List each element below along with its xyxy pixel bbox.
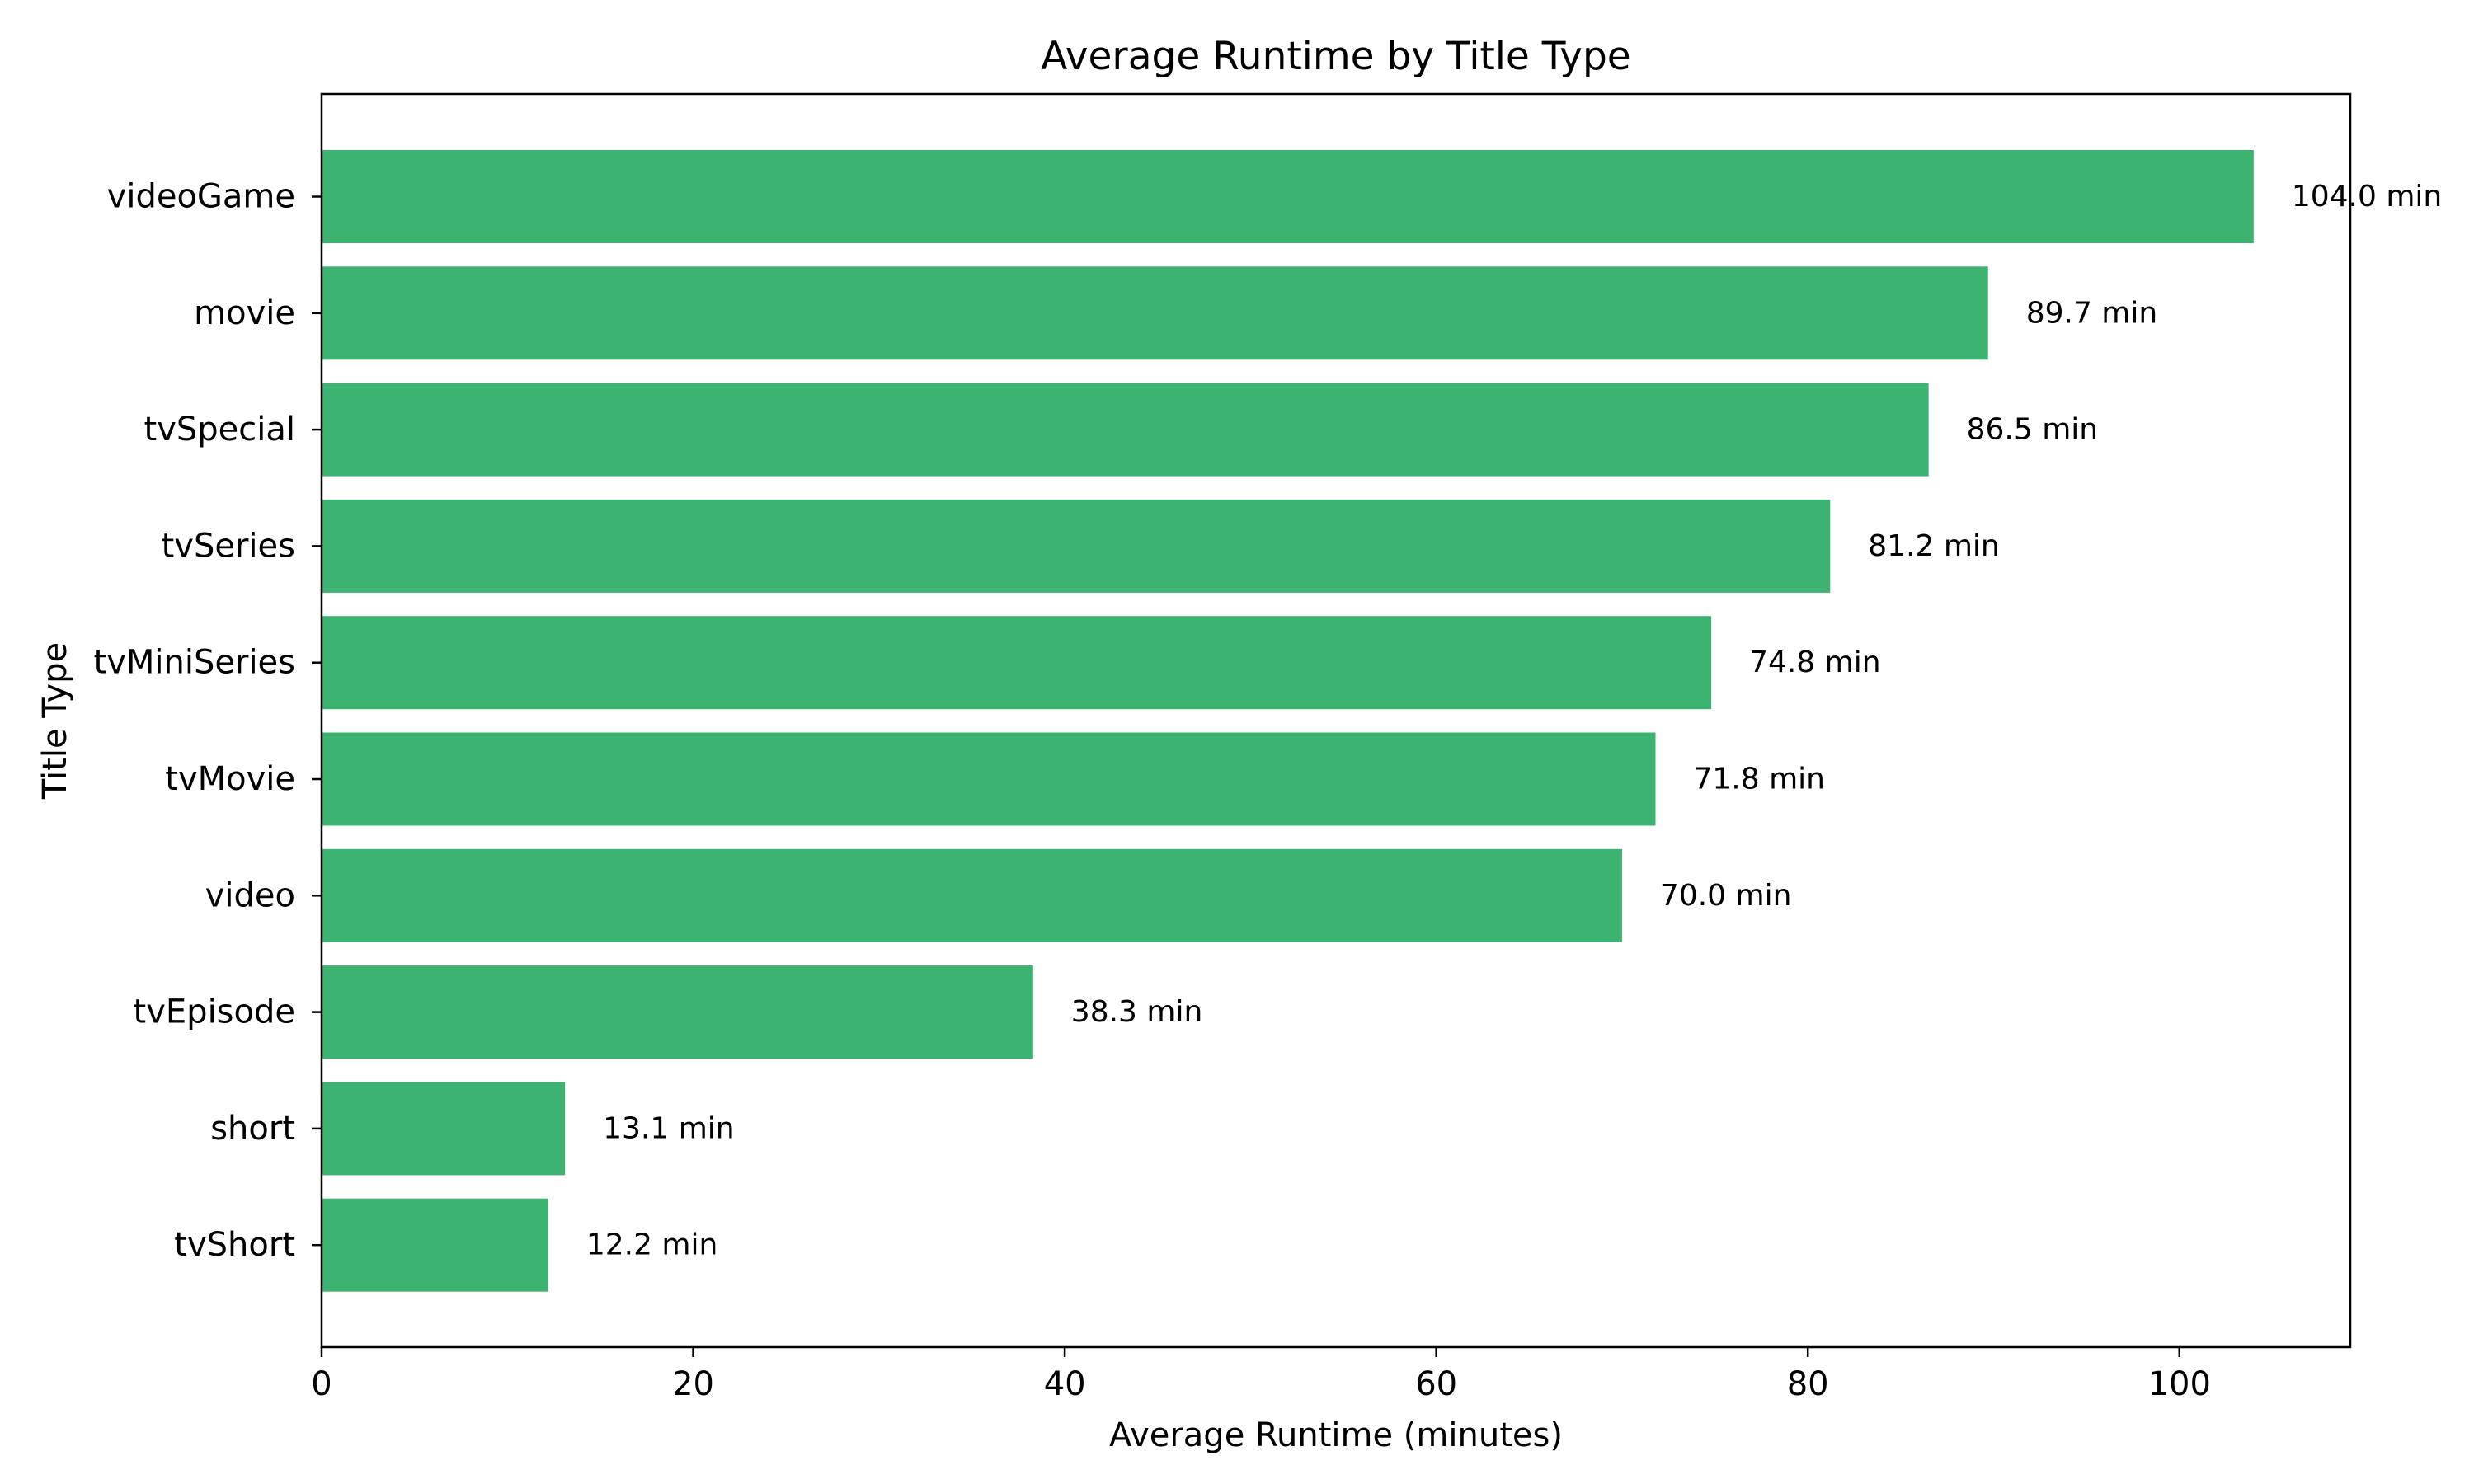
x-tick-label: 60 [1415, 1365, 1457, 1403]
data-label-movie: 89.7 min [2026, 296, 2158, 330]
y-axis-ticks: videoGame movie tvSpecial tvSeries tvMiniSer… [94, 178, 322, 1264]
bars [322, 150, 2254, 1292]
x-axis-label: Average Runtime (minutes) [1109, 1416, 1563, 1454]
y-axis-label: Title Type [36, 642, 74, 800]
bar-video [322, 848, 1622, 942]
x-axis-ticks: 0 20 40 60 80 100 [311, 1347, 2211, 1403]
bar-videoGame [322, 150, 2254, 243]
bar-tvEpisode [322, 965, 1033, 1059]
data-label-video: 70.0 min [1660, 879, 1792, 913]
y-tick-label-video: video [205, 876, 295, 914]
y-tick-label-movie: movie [194, 294, 295, 332]
y-tick-label-tvEpisode: tvEpisode [134, 993, 295, 1031]
bar-short [322, 1082, 566, 1176]
data-label-tvSpecial: 86.5 min [1967, 413, 2099, 447]
y-tick-label-tvSpecial: tvSpecial [144, 411, 295, 448]
y-tick-label-tvSeries: tvSeries [162, 527, 295, 565]
x-tick-label: 100 [2148, 1365, 2211, 1403]
y-tick-label-tvMiniSeries: tvMiniSeries [94, 644, 295, 682]
chart-title: Average Runtime by Title Type [1041, 34, 1630, 79]
data-labels: 104.0 min 89.7 min 86.5 min 81.2 min 74.8 mi… [586, 180, 2442, 1262]
data-label-short: 13.1 min [603, 1111, 735, 1145]
plot-frame [320, 92, 2352, 1349]
data-label-tvShort: 12.2 min [586, 1228, 718, 1262]
bar-tvSeries [322, 499, 1831, 593]
data-label-tvEpisode: 38.3 min [1071, 995, 1203, 1029]
y-tick-label-short: short [210, 1110, 295, 1148]
y-tick-label-tvMovie: tvMovie [165, 760, 295, 798]
y-tick-label-tvShort: tvShort [174, 1226, 295, 1264]
data-label-tvMovie: 71.8 min [1693, 763, 1825, 796]
bar-tvMovie [322, 732, 1656, 826]
x-tick-label: 40 [1044, 1365, 1086, 1403]
x-tick-label: 80 [1787, 1365, 1829, 1403]
bar-tvShort [322, 1198, 548, 1292]
bar-tvMiniSeries [322, 616, 1712, 710]
data-label-tvMiniSeries: 74.8 min [1749, 646, 1881, 679]
bar-movie [322, 266, 1988, 360]
data-label-videoGame: 104.0 min [2292, 180, 2442, 214]
bar-tvSpecial [322, 383, 1929, 477]
x-tick-label: 0 [311, 1365, 332, 1403]
data-label-tvSeries: 81.2 min [1868, 529, 2000, 563]
y-tick-label-videoGame: videoGame [107, 178, 295, 216]
x-tick-label: 20 [672, 1365, 714, 1403]
